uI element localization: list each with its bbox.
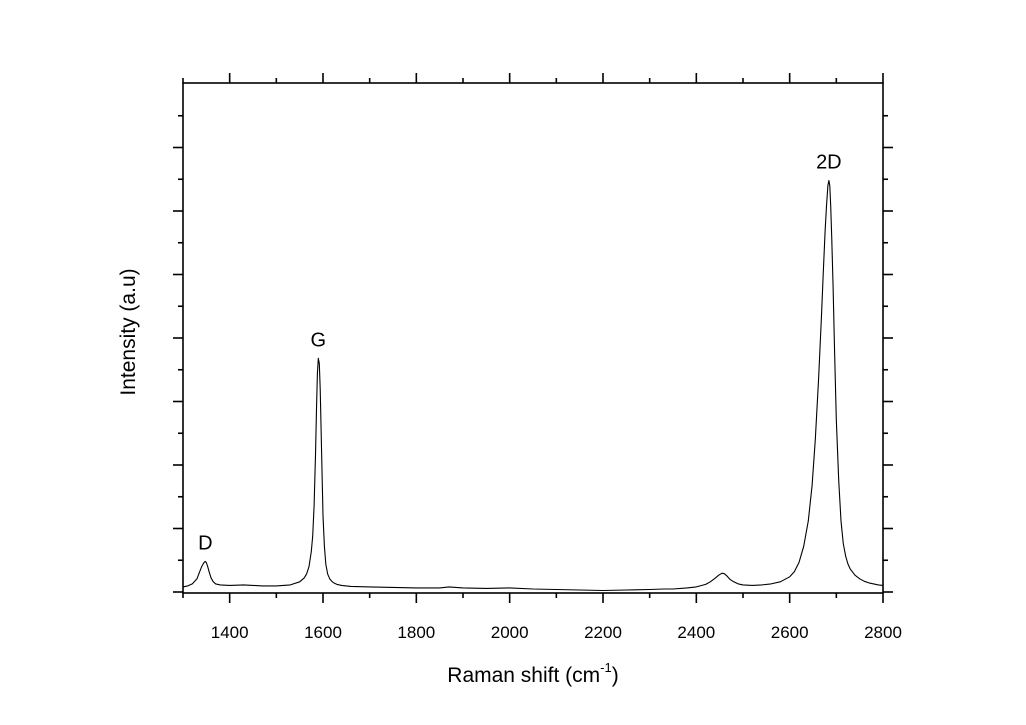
plot-frame [182,82,884,594]
x-axis-title-text: Raman shift (cm [447,664,600,687]
x-axis-title: Raman shift (cm-1) [447,660,618,687]
x-axis-title-close: ) [612,664,619,687]
spectrum-line [182,179,884,592]
x-tick-label: 2200 [584,623,622,642]
x-tick-label: 2400 [677,623,715,642]
axes: 1400 1600 1800 2000 2200 2400 2600 2800 [173,73,902,642]
peak-label: G [311,329,327,351]
peak-annotations: D G 2D [198,152,841,555]
x-axis-title-superscript: -1 [600,660,612,675]
x-tick-label: 1800 [397,623,435,642]
x-tick-label: 1600 [304,623,342,642]
y-axis-title: Intensity (a.u) [117,268,140,395]
peak-label: 2D [816,152,842,174]
x-tick-label: 2800 [864,623,902,642]
x-tick-label: 2600 [771,623,809,642]
peak-label: D [198,533,212,555]
x-tick-label: 1400 [211,623,249,642]
x-tick-label: 2000 [491,623,529,642]
